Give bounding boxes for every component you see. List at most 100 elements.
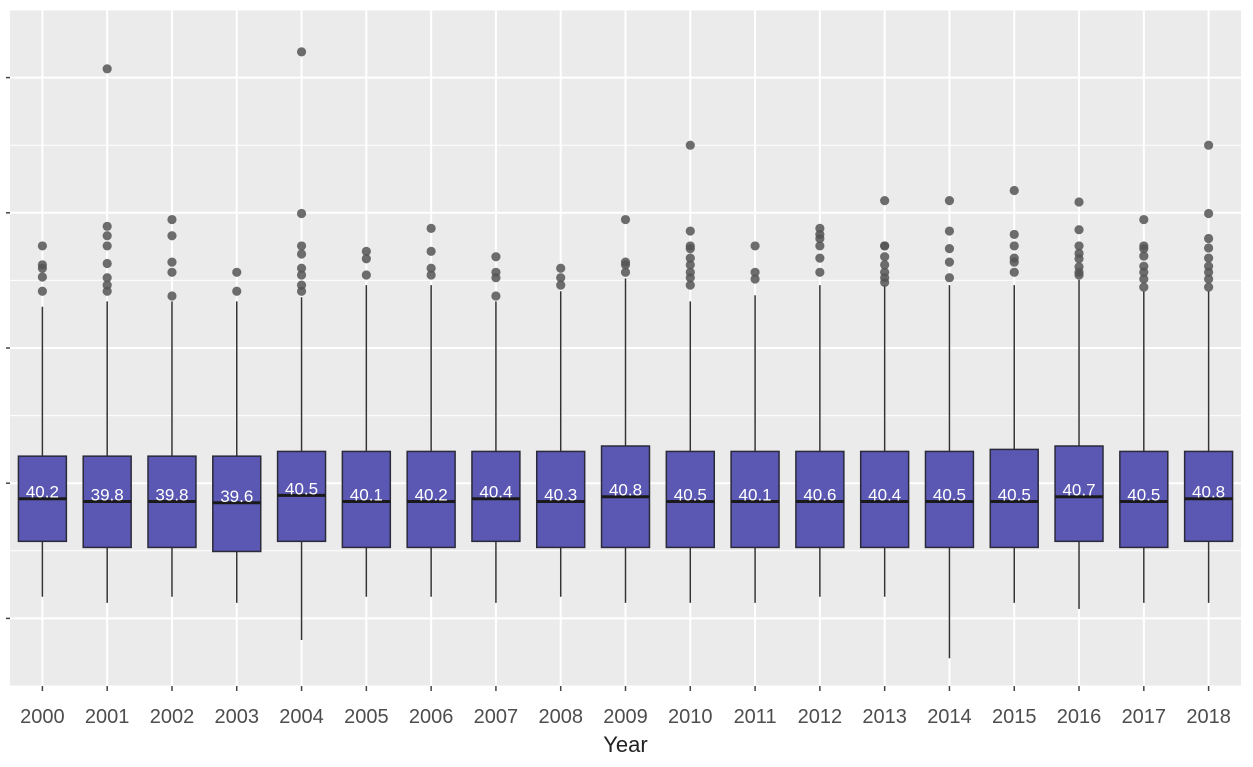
outlier-point bbox=[815, 241, 825, 251]
x-axis-title: Year bbox=[603, 732, 647, 757]
outlier-point bbox=[232, 267, 242, 277]
median-label: 40.4 bbox=[479, 483, 512, 502]
outlier-point bbox=[944, 257, 955, 267]
iqr-box bbox=[341, 450, 392, 549]
outlier-point bbox=[102, 231, 112, 241]
outlier-point bbox=[556, 280, 566, 290]
outlier-point bbox=[296, 263, 307, 273]
box-2002: 39.8 bbox=[147, 214, 197, 597]
outlier-point bbox=[880, 260, 890, 270]
box-2004: 40.5 bbox=[276, 47, 327, 641]
outlier-point bbox=[37, 260, 47, 270]
x-tick-label: 2009 bbox=[603, 706, 648, 728]
x-tick-label: 2008 bbox=[538, 706, 583, 728]
box-2009: 40.8 bbox=[600, 214, 651, 603]
outlier-point bbox=[880, 241, 890, 251]
box-2007: 40.4 bbox=[471, 252, 521, 603]
outlier-point bbox=[750, 241, 760, 251]
x-tick-label: 2001 bbox=[85, 706, 130, 728]
outlier-point bbox=[685, 241, 695, 251]
iqr-box bbox=[859, 450, 910, 549]
x-axis-ticks bbox=[41, 686, 1210, 691]
outlier-point bbox=[556, 263, 566, 273]
box-2003: 39.6 bbox=[212, 267, 262, 603]
outlier-point bbox=[1204, 282, 1214, 292]
outlier-point bbox=[815, 253, 825, 263]
outlier-point bbox=[1074, 248, 1084, 258]
outlier-point bbox=[426, 263, 436, 273]
x-tick-label: 2018 bbox=[1186, 706, 1231, 728]
x-tick-label: 2005 bbox=[344, 706, 389, 728]
outlier-point bbox=[880, 252, 890, 262]
outlier-point bbox=[685, 267, 695, 277]
outlier-point bbox=[296, 47, 307, 57]
outlier-point bbox=[1009, 185, 1019, 196]
outlier-point bbox=[1204, 208, 1214, 219]
outlier-point bbox=[361, 246, 371, 256]
median-label: 40.4 bbox=[868, 485, 901, 504]
box-2005: 40.1 bbox=[341, 246, 392, 597]
median-label: 40.2 bbox=[415, 485, 448, 504]
box-2008: 40.3 bbox=[535, 263, 586, 597]
outlier-point bbox=[815, 223, 825, 233]
x-tick-label: 2012 bbox=[798, 706, 843, 728]
median-label: 40.7 bbox=[1062, 481, 1095, 500]
x-tick-label: 2006 bbox=[409, 706, 454, 728]
outlier-point bbox=[167, 257, 177, 267]
box-2012: 40.6 bbox=[795, 223, 845, 597]
outlier-point bbox=[1074, 262, 1084, 272]
x-tick-label: 2004 bbox=[279, 706, 324, 728]
outlier-point bbox=[37, 286, 47, 296]
outlier-point bbox=[1204, 274, 1214, 284]
median-label: 40.5 bbox=[285, 479, 318, 498]
outlier-point bbox=[1139, 282, 1149, 292]
outlier-point bbox=[1204, 243, 1214, 253]
iqr-box bbox=[665, 450, 716, 549]
outlier-point bbox=[232, 286, 242, 296]
median-label: 40.8 bbox=[1192, 483, 1225, 502]
median-label: 40.1 bbox=[739, 485, 772, 504]
median-label: 40.6 bbox=[803, 485, 836, 504]
iqr-box bbox=[471, 450, 521, 543]
outlier-point bbox=[491, 267, 501, 277]
outlier-point bbox=[426, 270, 436, 280]
outlier-point bbox=[1074, 197, 1084, 207]
outlier-point bbox=[620, 257, 631, 267]
outlier-point bbox=[361, 254, 371, 264]
outlier-point bbox=[685, 226, 695, 236]
x-axis-tick-labels: 2000 2001 2002 2003 2004 2005 2006 2007 2008 2009… bbox=[20, 706, 1231, 728]
outlier-point bbox=[102, 64, 112, 74]
box-2001: 39.8 bbox=[82, 64, 132, 603]
outlier-point bbox=[102, 273, 112, 283]
outlier-point bbox=[426, 223, 436, 233]
outlier-point bbox=[102, 221, 112, 231]
x-tick-label: 2017 bbox=[1122, 706, 1167, 728]
outlier-point bbox=[1139, 261, 1149, 271]
outlier-point bbox=[167, 291, 177, 301]
outlier-point bbox=[1204, 140, 1214, 150]
outlier-point bbox=[491, 291, 501, 301]
outlier-point bbox=[1139, 214, 1149, 225]
outlier-point bbox=[167, 214, 177, 225]
iqr-box bbox=[406, 450, 456, 549]
outlier-point bbox=[1009, 229, 1019, 240]
outlier-point bbox=[1074, 225, 1084, 235]
outlier-point bbox=[685, 140, 695, 150]
outlier-point bbox=[296, 249, 307, 259]
median-label: 39.8 bbox=[155, 485, 188, 504]
y-axis-ticks bbox=[6, 76, 10, 620]
outlier-point bbox=[1074, 241, 1084, 251]
x-tick-label: 2003 bbox=[215, 706, 260, 728]
box-2011: 40.1 bbox=[730, 241, 780, 603]
iqr-box bbox=[535, 450, 586, 549]
outlier-point bbox=[491, 252, 501, 262]
x-tick-label: 2014 bbox=[927, 706, 972, 728]
median-label: 40.2 bbox=[26, 483, 59, 502]
outlier-point bbox=[167, 267, 177, 277]
box-series: 40.2 39.8 39.8 39.6 40.5 40.1 40.2 40.4 40.3 40.8… bbox=[17, 47, 1234, 659]
box-2013: 40.4 bbox=[859, 196, 910, 597]
median-label: 40.1 bbox=[350, 485, 383, 504]
median-label: 40.5 bbox=[933, 485, 966, 504]
box-2000: 40.2 bbox=[17, 241, 68, 597]
